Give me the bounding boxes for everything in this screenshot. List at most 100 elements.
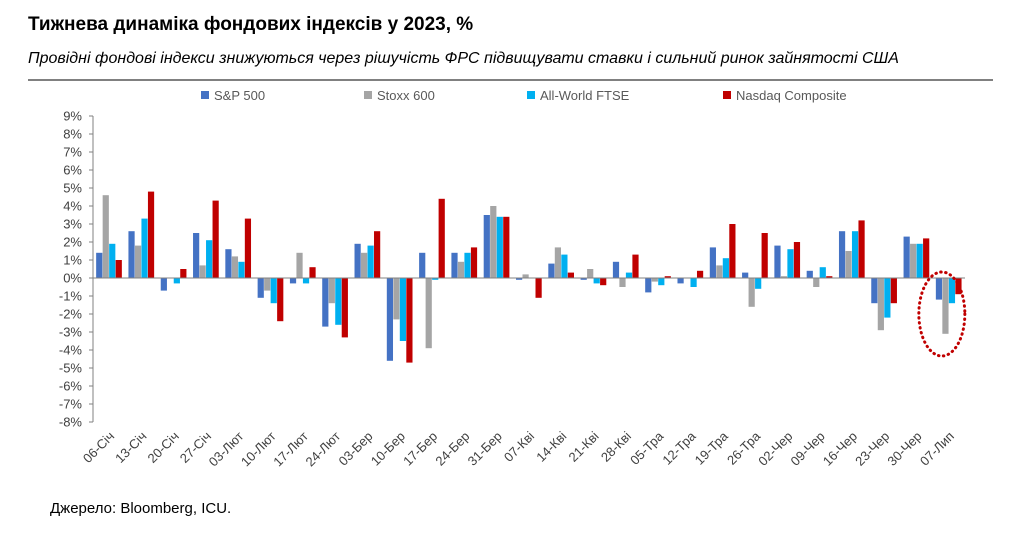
bar-series-0-cat-22 <box>806 270 813 278</box>
bar-series-3-cat-2 <box>180 269 187 278</box>
bar-series-3-cat-10 <box>438 198 445 278</box>
bar-series-1-cat-7 <box>328 278 335 304</box>
x-tick-label-23: 16-Чер <box>820 429 860 469</box>
bar-series-0-cat-8 <box>354 243 361 278</box>
legend-marker-0 <box>201 91 209 99</box>
bar-series-0-cat-0 <box>96 252 103 278</box>
legend-marker-2 <box>527 91 535 99</box>
x-axis: 06-Січ13-Січ20-Січ27-Січ03-Лют10-Лют17-Л… <box>80 277 965 469</box>
bar-series-0-cat-20 <box>742 272 749 278</box>
x-tick-label-8: 03-Бер <box>335 429 375 469</box>
bar-series-3-cat-8 <box>374 231 381 278</box>
bar-series-0-cat-6 <box>289 278 297 284</box>
y-tick-label-8: 1% <box>63 253 82 268</box>
bar-series-0-cat-11 <box>451 252 458 278</box>
x-tick-label-14: 14-Кві <box>533 428 569 464</box>
bar-series-1-cat-5 <box>264 278 271 291</box>
y-tick-label-16: -7% <box>59 397 83 412</box>
x-tick-label-17: 05-Тра <box>627 428 667 468</box>
bar-series-1-cat-17 <box>651 278 658 282</box>
x-tick-label-1: 13-Січ <box>112 429 149 466</box>
bar-series-2-cat-2 <box>173 278 180 284</box>
y-tick-label-11: -2% <box>59 307 83 322</box>
bar-series-2-cat-20 <box>755 278 762 289</box>
bar-series-3-cat-13 <box>535 278 542 298</box>
bar-series-0-cat-21 <box>774 245 781 278</box>
bar-series-0-cat-10 <box>419 252 426 278</box>
bar-series-1-cat-21 <box>780 276 788 278</box>
bar-series-0-cat-3 <box>193 233 200 278</box>
x-tick-label-4: 03-Лют <box>206 428 247 469</box>
bar-series-1-cat-1 <box>134 245 142 278</box>
bar-series-2-cat-18 <box>690 278 697 287</box>
x-tick-label-7: 24-Лют <box>303 428 344 469</box>
x-tick-label-15: 21-Кві <box>566 428 602 464</box>
x-tick-label-6: 17-Лют <box>270 428 311 469</box>
bar-series-3-cat-20 <box>761 233 768 278</box>
y-tick-label-1: 8% <box>63 127 82 142</box>
bar-series-2-cat-7 <box>335 278 342 325</box>
bar-series-2-cat-8 <box>367 245 374 278</box>
bar-series-1-cat-13 <box>522 274 529 278</box>
bar-series-1-cat-16 <box>619 278 626 287</box>
bar-series-2-cat-26 <box>948 278 956 304</box>
y-tick-label-0: 9% <box>63 109 82 124</box>
bar-series-3-cat-15 <box>600 278 607 286</box>
bar-series-3-cat-22 <box>826 276 833 278</box>
bar-series-1-cat-14 <box>554 247 561 278</box>
y-tick-label-10: -1% <box>59 289 83 304</box>
bar-series-1-cat-4 <box>231 256 239 278</box>
bar-series-3-cat-12 <box>503 216 510 278</box>
bar-series-3-cat-23 <box>858 220 865 278</box>
bar-series-2-cat-11 <box>464 252 471 278</box>
chart-subtitle: Провідні фондові індекси знижуються чере… <box>28 50 899 67</box>
x-tick-label-25: 30-Чер <box>884 429 924 469</box>
bar-series-1-cat-3 <box>199 265 206 278</box>
bar-series-3-cat-16 <box>632 254 639 278</box>
bar-series-1-cat-26 <box>942 278 949 334</box>
x-tick-label-13: 07-Кві <box>501 428 537 464</box>
bar-series-3-cat-0 <box>115 260 122 278</box>
bar-series-0-cat-24 <box>871 278 878 304</box>
highlight-ellipse <box>917 270 967 358</box>
x-tick-label-18: 12-Тра <box>659 428 699 468</box>
y-axis: 9% 8% 7% 6% 5% 4% 3% 2% 1% 0% -1% -2% -3% -4% -5% -6% -7… <box>59 109 94 430</box>
bar-series-3-cat-7 <box>341 278 348 338</box>
bar-series-2-cat-21 <box>787 249 794 278</box>
bar-series-2-cat-23 <box>851 231 859 278</box>
bar-series-2-cat-15 <box>593 278 600 284</box>
bar-series-1-cat-20 <box>748 278 755 307</box>
source-note: Джерело: Bloomberg, ICU. <box>50 500 231 517</box>
bar-series-0-cat-4 <box>225 249 232 278</box>
legend-marker-3 <box>723 91 731 99</box>
bar-series-1-cat-23 <box>845 251 852 278</box>
x-tick-label-26: 07-Лип <box>917 429 957 469</box>
bar-series-0-cat-7 <box>322 278 329 327</box>
bar-series-0-cat-15 <box>580 278 587 280</box>
bar-series-1-cat-25 <box>910 243 917 278</box>
bar-series-0-cat-17 <box>645 278 652 293</box>
bar-series-2-cat-5 <box>270 278 277 304</box>
bar-series-0-cat-14 <box>548 263 555 278</box>
bar-series-2-cat-1 <box>141 218 148 278</box>
x-tick-label-5: 10-Лют <box>238 428 279 469</box>
bar-series-1-cat-11 <box>457 261 465 278</box>
bar-series-2-cat-6 <box>302 278 310 284</box>
bar-series-0-cat-25 <box>903 236 910 278</box>
x-tick-label-19: 19-Тра <box>692 428 732 468</box>
y-tick-label-6: 3% <box>63 217 82 232</box>
x-tick-label-24: 23-Чер <box>852 429 892 469</box>
x-tick-label-11: 24-Бер <box>432 429 472 469</box>
legend-label-0: S&P 500 <box>214 88 265 103</box>
bar-series-1-cat-24 <box>877 278 884 331</box>
bar-series-0-cat-12 <box>483 215 490 278</box>
bar-series-2-cat-14 <box>561 254 568 278</box>
bar-series-3-cat-3 <box>212 200 219 278</box>
legend-marker-1 <box>364 91 372 99</box>
bar-series-1-cat-10 <box>425 278 432 349</box>
x-tick-label-0: 06-Січ <box>80 429 117 466</box>
x-tick-label-10: 17-Бер <box>400 429 440 469</box>
bar-series-3-cat-17 <box>664 276 671 278</box>
bar-series-3-cat-4 <box>244 218 252 278</box>
bar-series-1-cat-8 <box>361 252 368 278</box>
